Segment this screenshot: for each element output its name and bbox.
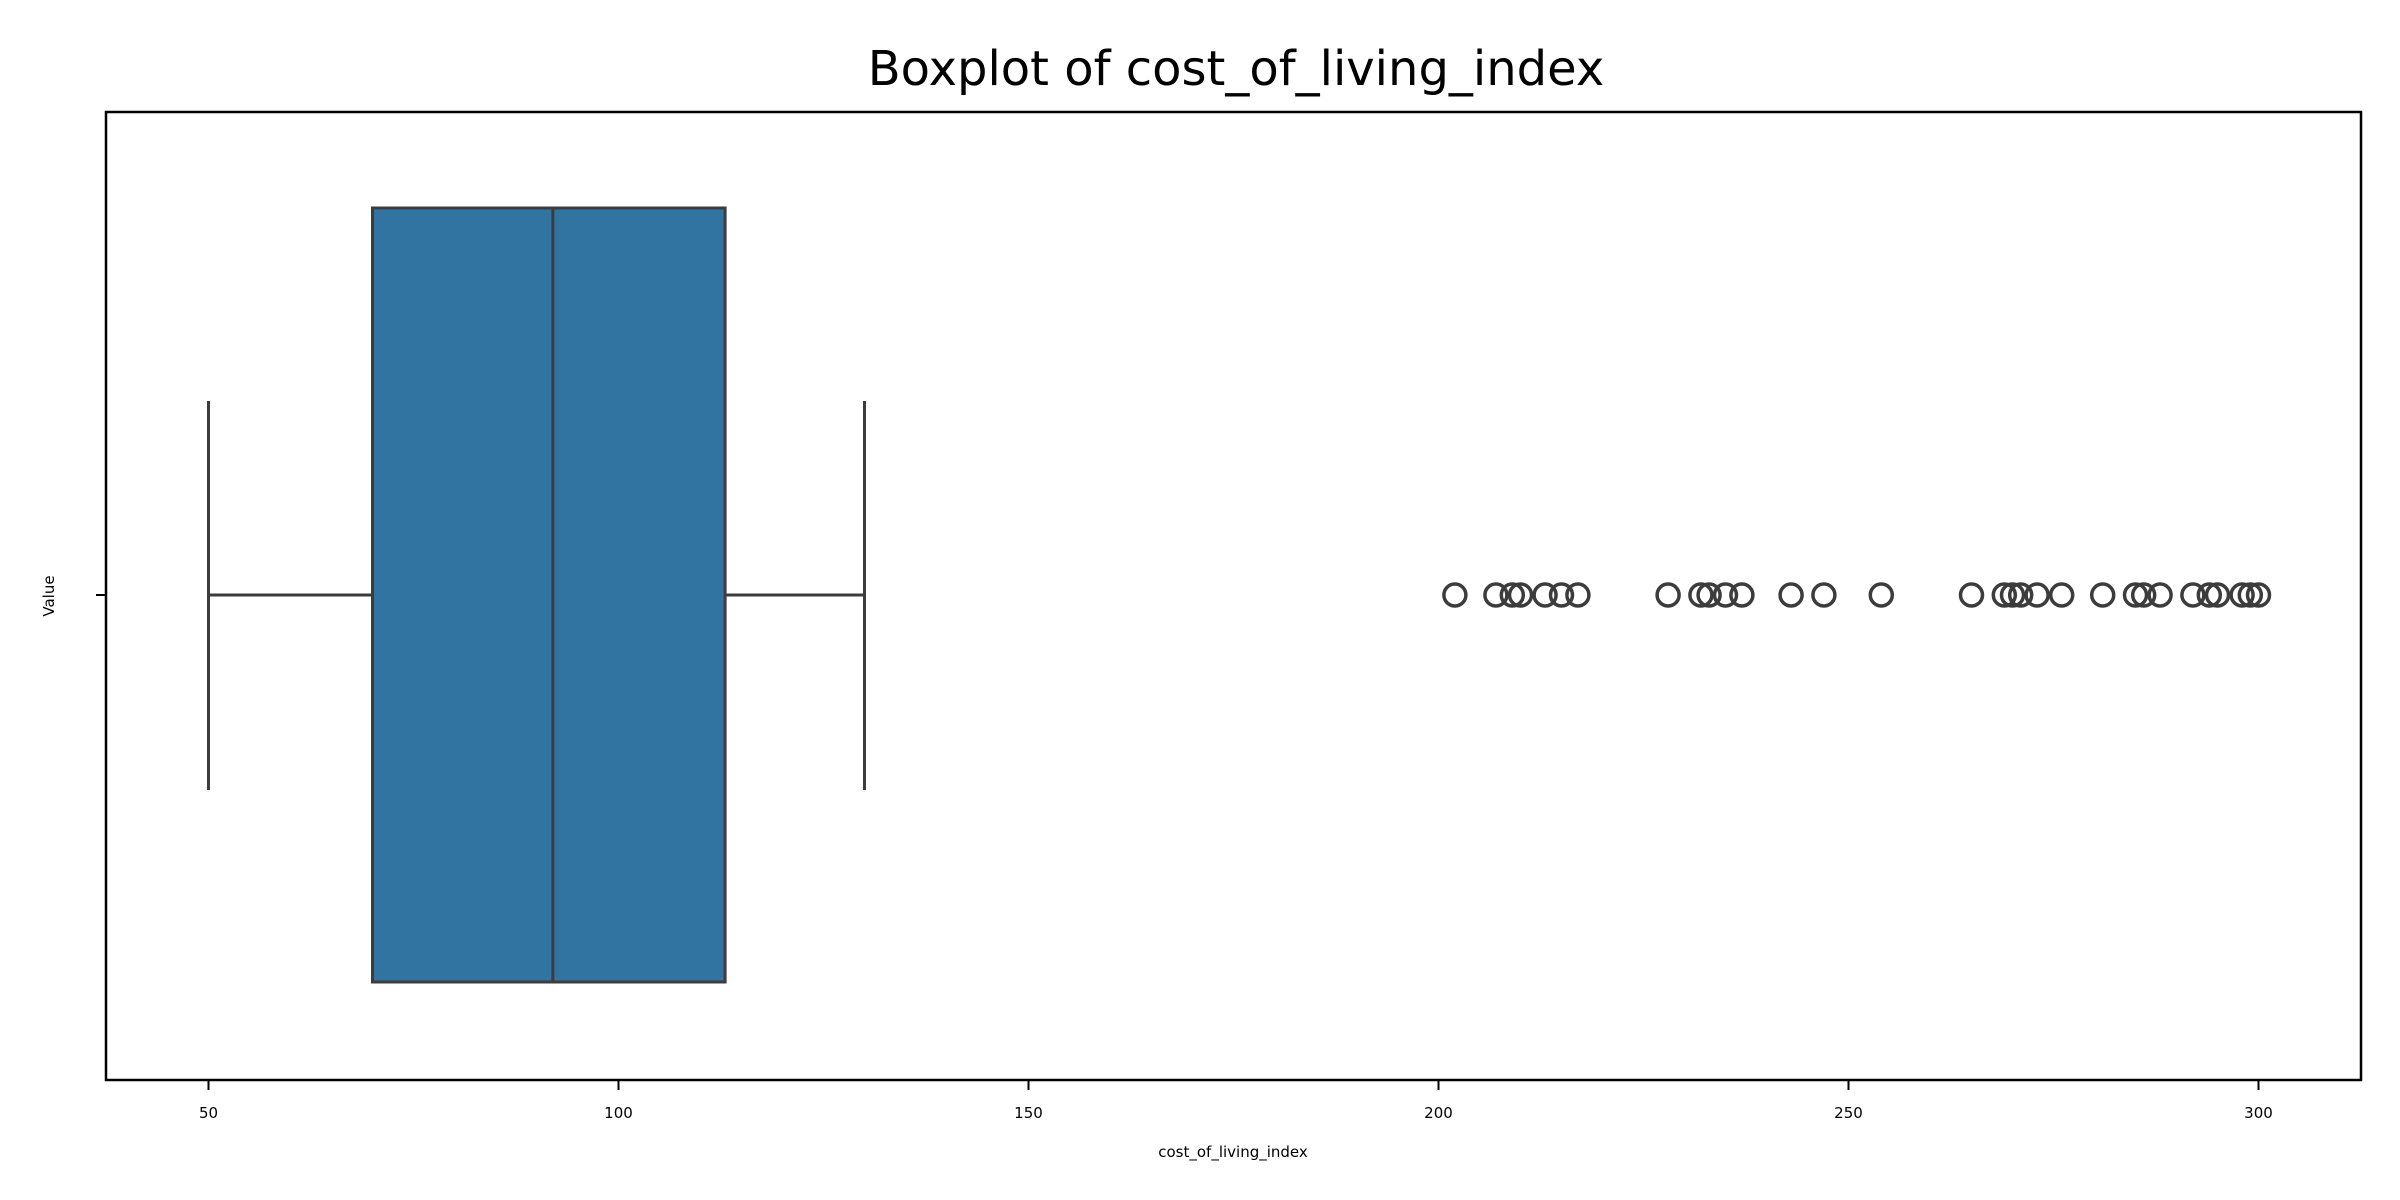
outlier-point: [2237, 582, 2264, 608]
outlier-point: [1655, 582, 1681, 608]
outlier-point: [2180, 582, 2206, 608]
outlier-point: [2048, 582, 2075, 608]
outlier-point: [1696, 582, 1722, 608]
x-tick-label: 100: [604, 1104, 633, 1122]
outlier-point: [1507, 582, 1534, 608]
x-tick-label: 150: [1014, 1104, 1043, 1122]
outlier-point: [1958, 582, 1985, 608]
outlier-point: [1868, 582, 1895, 608]
outlier-point: [1688, 582, 1714, 608]
outlier-point: [2024, 582, 2050, 608]
outlier-point: [1483, 582, 1509, 608]
outlier-point: [1729, 582, 1755, 608]
x-tick-label: 50: [199, 1104, 218, 1122]
outlier-point: [1811, 582, 1837, 608]
outlier-point: [1778, 582, 1804, 608]
iqr-box: [371, 206, 727, 984]
outlier-point: [1499, 582, 1526, 608]
x-tick-label: 250: [1834, 1104, 1863, 1122]
outlier-point: [1999, 582, 2026, 608]
outlier-point: [2204, 582, 2231, 608]
outlier-point: [2007, 582, 2034, 608]
outlier-point: [1548, 582, 1575, 608]
outlier-point: [2130, 582, 2157, 608]
x-axis-label: cost_of_living_index: [1158, 1143, 1308, 1162]
chart-title: Boxplot of cost_of_living_index: [868, 41, 1604, 97]
outlier-point: [2229, 582, 2255, 608]
outlier-point: [2089, 582, 2116, 608]
outlier-point: [1565, 582, 1591, 608]
outlier-point: [1532, 582, 1558, 608]
outlier-point: [2245, 582, 2272, 608]
plot-area: [207, 206, 2272, 984]
x-axis: 50 100 150 200 250 300: [199, 1080, 2273, 1122]
x-tick-label: 200: [1424, 1104, 1453, 1122]
outlier-point: [1442, 582, 1468, 608]
outlier-point: [2122, 582, 2149, 608]
outlier-point: [1991, 582, 2018, 608]
outlier-point: [2196, 582, 2223, 608]
x-tick-label: 300: [2244, 1104, 2273, 1122]
outlier-point: [2147, 582, 2173, 608]
outlier-point: [1712, 582, 1739, 608]
y-axis-label: Value: [40, 575, 58, 616]
